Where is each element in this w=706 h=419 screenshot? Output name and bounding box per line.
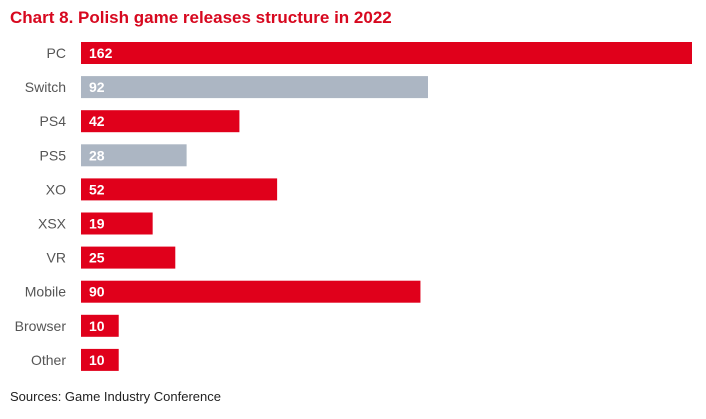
bars-layer: PC 162 Switch 92 PS4 42 PS5 28 XO 52 XSX 19 VR 25 Mobi… [15,42,692,371]
category-label-other: Other [31,352,66,368]
value-label-vr: 25 [89,250,105,266]
bar-ps5 [81,144,187,167]
category-label-pc: PC [47,45,66,61]
bar-other [81,348,119,371]
bar-switch [81,76,428,99]
value-label-other: 10 [89,352,105,368]
bar-pc [81,42,692,64]
value-label-browser: 10 [89,318,105,334]
source-note: Sources: Game Industry Conference [10,389,221,404]
chart-title: Chart 8. Polish game releases structure … [10,8,392,27]
category-label-xo: XO [46,181,66,197]
bar-vr [81,246,176,269]
value-label-ps4: 42 [89,113,105,129]
value-label-switch: 92 [89,79,105,95]
bar-mobile [81,280,421,303]
value-label-ps5: 28 [89,147,105,163]
bar-browser [81,314,119,337]
category-label-switch: Switch [25,79,66,95]
category-label-vr: VR [47,250,66,266]
category-label-mobile: Mobile [25,284,66,300]
value-label-mobile: 90 [89,284,105,300]
bar-chart: PC 162 Switch 92 PS4 42 PS5 28 XO 52 XSX 19 VR 25 Mobi… [15,42,692,371]
category-label-ps5: PS5 [40,147,67,163]
category-label-browser: Browser [15,318,67,334]
bar-xo [81,178,278,201]
bar-ps4 [81,110,240,133]
value-label-pc: 162 [89,45,113,61]
category-label-ps4: PS4 [40,113,67,129]
value-label-xo: 52 [89,181,105,197]
bar-xsx [81,212,153,235]
category-label-xsx: XSX [38,216,67,232]
value-label-xsx: 19 [89,216,105,232]
